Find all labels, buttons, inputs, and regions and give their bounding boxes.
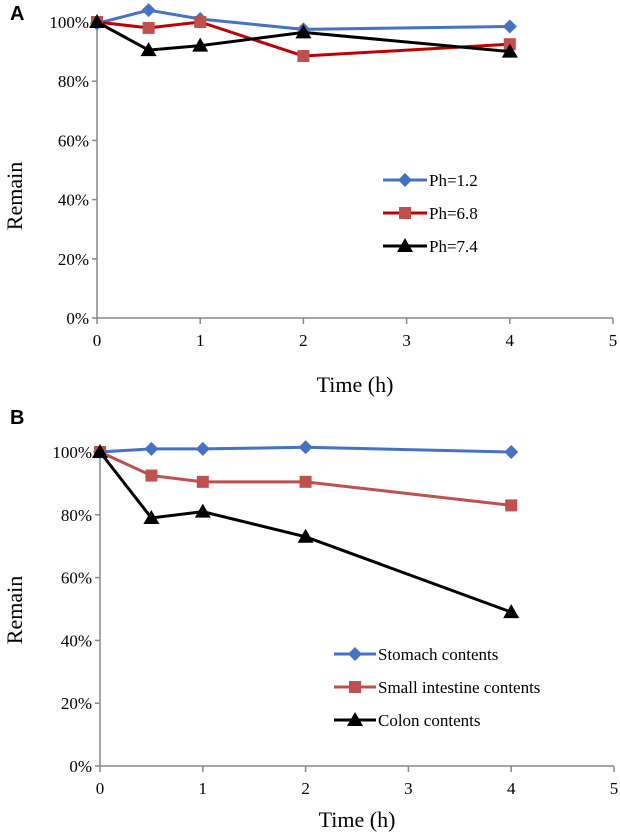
legend-marker [348, 647, 362, 661]
series-stomach-contents [93, 440, 519, 459]
x-tick-label: 2 [301, 779, 310, 798]
y-tick-label: 40% [58, 191, 89, 210]
data-point [194, 16, 207, 28]
legend-marker [397, 238, 413, 252]
legend: Ph=1.2 Ph=6.8 Ph=7.4 [383, 171, 478, 256]
legend-marker [399, 207, 411, 219]
legend-label: Small intestine contents [378, 678, 540, 697]
legend-marker [347, 712, 363, 726]
legend-label: Stomach contents [378, 645, 498, 664]
data-point [195, 441, 210, 456]
y-axis-title: Remain [2, 162, 27, 230]
y-tick-label: 80% [61, 506, 92, 525]
data-point [92, 444, 108, 458]
data-point [141, 3, 156, 18]
data-point [297, 50, 310, 63]
x-axis-title: Time (h) [317, 372, 394, 397]
series-ph-7-4 [89, 14, 518, 58]
x-tick-label: 5 [609, 331, 618, 350]
legend-label: Ph=7.4 [429, 237, 478, 256]
data-point [144, 441, 159, 456]
legend-marker [398, 173, 412, 187]
y-tick-label: 60% [61, 569, 92, 588]
panel-label: A [10, 3, 24, 25]
y-tick-label: 0% [66, 309, 89, 328]
chart-panel-a: A 0% 20% 40% 60% 80% 100% 0 1 2 3 4 5 Time (h) Remain P… [2, 3, 617, 397]
series-colon-contents [92, 444, 520, 619]
x-tick-label: 3 [404, 779, 413, 798]
y-tick-label: 80% [58, 72, 89, 91]
y-tick-label: 0% [69, 757, 92, 776]
data-point [501, 43, 518, 58]
legend-label: Ph=6.8 [429, 204, 478, 223]
y-tick-label: 20% [58, 250, 89, 269]
data-point [89, 14, 105, 28]
data-point [145, 469, 158, 482]
data-point [142, 21, 155, 34]
data-point [505, 499, 518, 512]
legend-item: Ph=7.4 [383, 237, 478, 256]
data-point [192, 37, 209, 52]
x-tick-label: 5 [610, 779, 619, 798]
legend-label: Ph=1.2 [429, 171, 478, 190]
x-tick-label: 0 [96, 779, 105, 798]
legend-item: Colon contents [334, 711, 480, 730]
legend-item: Small intestine contents [334, 678, 540, 697]
series-small-intestine-contents [94, 446, 518, 512]
y-tick-label: 100% [49, 13, 89, 32]
data-point [194, 503, 211, 518]
data-point [502, 19, 517, 34]
data-point [295, 24, 312, 39]
x-tick-label: 3 [402, 331, 411, 350]
x-axis-title: Time (h) [319, 807, 396, 832]
data-point [140, 42, 157, 57]
legend-item: Ph=1.2 [383, 171, 478, 190]
data-point [503, 604, 520, 619]
data-point [196, 475, 209, 488]
data-point [298, 440, 313, 455]
legend-marker [349, 681, 361, 693]
data-point [299, 475, 312, 488]
data-point [297, 528, 314, 543]
legend-label: Colon contents [378, 711, 480, 730]
data-point [143, 509, 160, 524]
legend-item: Ph=6.8 [383, 204, 478, 223]
x-tick-label: 2 [299, 331, 308, 350]
y-tick-label: 100% [52, 443, 92, 462]
x-tick-label: 4 [506, 331, 515, 350]
data-point [504, 445, 519, 459]
x-tick-label: 1 [199, 779, 208, 798]
x-tick-label: 4 [507, 779, 516, 798]
legend: Stomach contents Small intestine contents… [334, 645, 540, 730]
y-tick-label: 60% [58, 131, 89, 150]
x-tick-label: 1 [196, 331, 205, 350]
y-tick-label: 40% [61, 631, 92, 650]
panel-label: B [10, 407, 24, 429]
y-axis-title: Remain [2, 576, 27, 644]
y-tick-label: 20% [61, 694, 92, 713]
legend-item: Stomach contents [334, 645, 498, 664]
chart-panel-b: B 0% 20% 40% 60% 80% 100% 0 1 2 3 4 5 Time (h) Remain S… [2, 407, 618, 832]
x-tick-label: 0 [93, 331, 102, 350]
